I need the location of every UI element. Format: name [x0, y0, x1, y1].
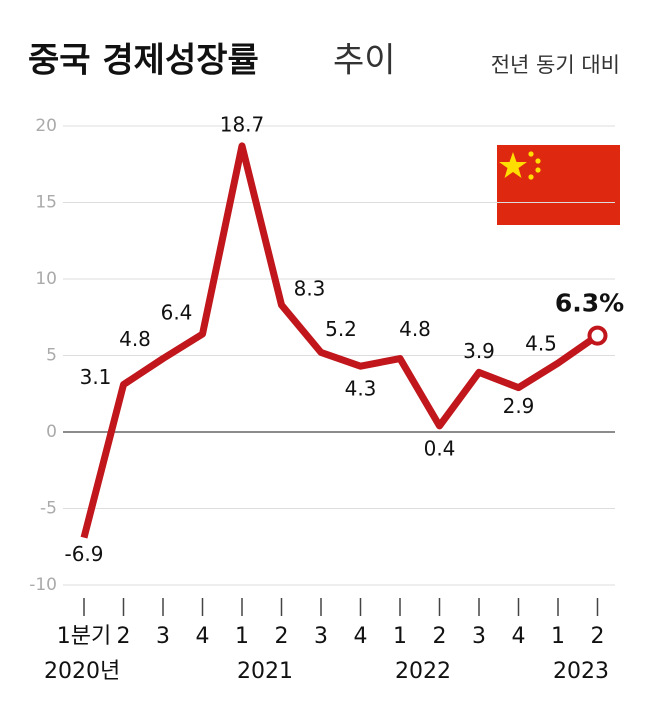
x-tick-label: 2	[117, 624, 131, 649]
x-tick-label: 4	[196, 624, 210, 649]
value-label: 3.9	[463, 339, 495, 363]
y-tick-label: 10	[35, 269, 57, 289]
year-label: 2020년	[44, 659, 120, 684]
point	[587, 325, 608, 346]
value-label: 8.3	[294, 277, 326, 301]
value-label: 4.3	[345, 377, 377, 401]
chart-title-light: 추이	[333, 41, 396, 81]
value-label: 18.7	[220, 112, 265, 136]
y-tick-label: 0	[46, 422, 57, 442]
x-tick-label: 3	[314, 624, 328, 649]
value-label: 4.8	[399, 317, 431, 341]
x-tick-label: 1	[393, 624, 407, 649]
value-label: 3.1	[80, 365, 112, 389]
y-tick-label: 20	[35, 116, 57, 136]
year-label: 2023	[553, 659, 609, 684]
x-tick-label: 2	[433, 624, 447, 649]
value-label: 0.4	[424, 436, 456, 460]
value-label: -6.9	[64, 542, 103, 566]
chart-subtitle: 전년 동기 대비	[491, 53, 620, 77]
y-tick-label: 15	[35, 193, 57, 213]
x-tick-label: 3	[156, 624, 170, 649]
value-label: 2.9	[503, 394, 535, 418]
x-tick-label: 4	[512, 624, 526, 649]
china-flag	[497, 145, 620, 225]
y-tick-label: 5	[46, 346, 57, 366]
value-label: 4.8	[119, 327, 151, 351]
x-tick-label: 3	[472, 624, 486, 649]
value-label: 6.4	[161, 301, 193, 325]
x-tick-label: 1	[551, 624, 565, 649]
y-tick-label: -5	[40, 499, 57, 519]
x-tick-label: 2	[591, 624, 605, 649]
x-tick-label: 4	[354, 624, 368, 649]
value-label: 5.2	[325, 317, 357, 341]
chart-title: 중국 경제성장률	[28, 41, 259, 81]
y-tick-label: -10	[29, 575, 57, 595]
x-tick-label: 1	[235, 624, 249, 649]
year-label: 2022	[395, 659, 451, 684]
x-tick-label: 1분기	[57, 624, 111, 649]
value-label: 4.5	[525, 332, 557, 356]
line	[80, 142, 600, 539]
value-label: 6.3%	[555, 289, 624, 318]
x-tick-label: 2	[275, 624, 289, 649]
year-label: 2021	[237, 659, 293, 684]
